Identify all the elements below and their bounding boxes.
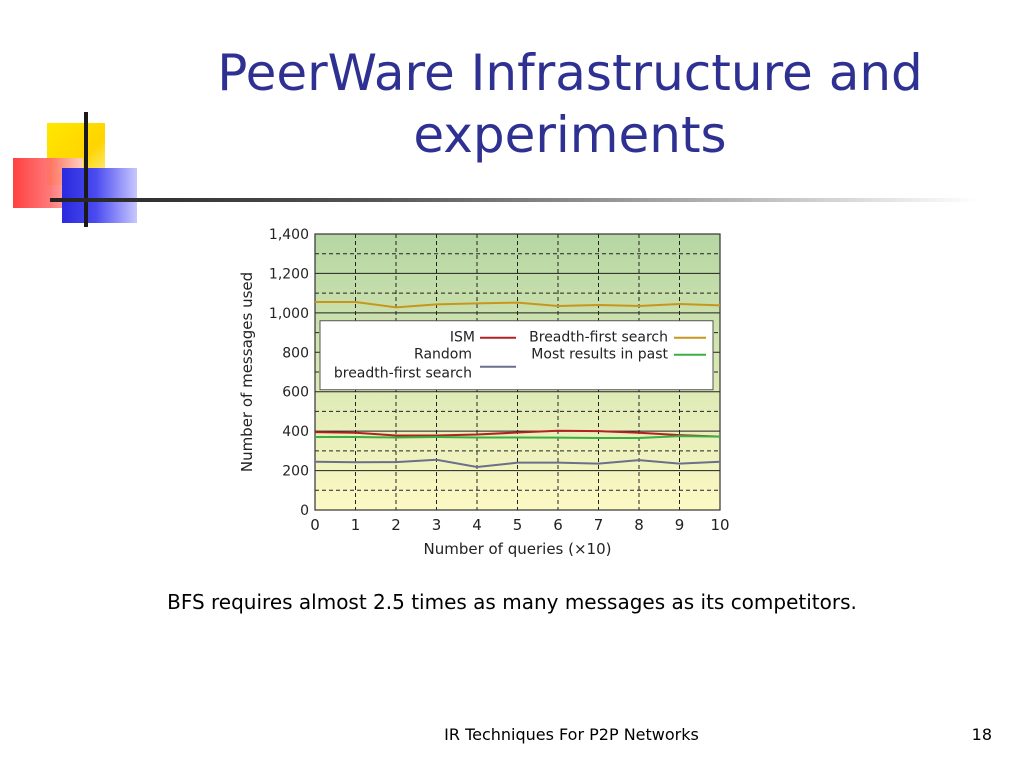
plot-frame [314, 233, 721, 511]
y-tick-label: 400 [282, 424, 309, 440]
y-tick-labels: 0 200 400 600 800 1,000 1,200 1,400 [269, 227, 309, 519]
x-tick-label: 8 [634, 516, 644, 534]
x-tick-label: 4 [472, 516, 482, 534]
x-tick-label: 2 [391, 516, 401, 534]
messages-line-chart: 0 1 2 3 4 5 6 7 8 9 10 0 200 400 600 800 1,000 1,200 1,40… [238, 227, 730, 558]
y-tick-label: 600 [282, 385, 309, 401]
x-tick-label: 7 [594, 516, 604, 534]
y-tick-label: 0 [300, 503, 309, 519]
x-tick-label: 6 [553, 516, 563, 534]
legend-label: Random [414, 347, 472, 363]
series-line [314, 429, 721, 438]
series-line [314, 458, 721, 469]
x-tick-label: 9 [675, 516, 685, 534]
slide-caption: BFS requires almost 2.5 times as many me… [167, 590, 857, 614]
x-tick-label: 3 [432, 516, 442, 534]
slide-footer: IR Techniques For P2P Networks [444, 725, 699, 744]
slide-title-line-2: experiments [413, 106, 727, 164]
page-number: 18 [971, 725, 992, 744]
x-tick-label: 5 [513, 516, 523, 534]
x-tick-label: 0 [310, 516, 320, 534]
y-tick-label: 1,000 [269, 306, 309, 322]
legend-label: breadth-first search [334, 366, 472, 382]
series-line [315, 301, 721, 309]
series-line [315, 435, 721, 440]
slide-title-line-1: PeerWare Infrastructure and [217, 44, 923, 102]
x-tick-label: 10 [710, 516, 729, 534]
slide-title: PeerWare Infrastructure and experiments [150, 42, 990, 166]
x-tick-label: 1 [351, 516, 361, 534]
legend-label: Most results in past [531, 347, 668, 363]
x-axis-label: Number of queries (×10) [423, 540, 611, 558]
x-tick-labels: 0 1 2 3 4 5 6 7 8 9 10 [310, 516, 729, 534]
series-lines [314, 301, 721, 469]
title-underline [50, 198, 980, 202]
decor-blue-square [62, 168, 137, 223]
legend-box [319, 320, 714, 391]
decor-vertical-line [84, 112, 88, 227]
y-tick-label: 1,400 [269, 227, 309, 243]
y-tick-label: 200 [282, 464, 309, 480]
legend-label: Breadth-first search [529, 330, 668, 346]
y-tick-label: 800 [282, 345, 309, 361]
y-tick-label: 1,200 [269, 266, 309, 282]
legend-label: ISM [450, 330, 475, 346]
y-axis-label: Number of messages used [238, 272, 256, 472]
